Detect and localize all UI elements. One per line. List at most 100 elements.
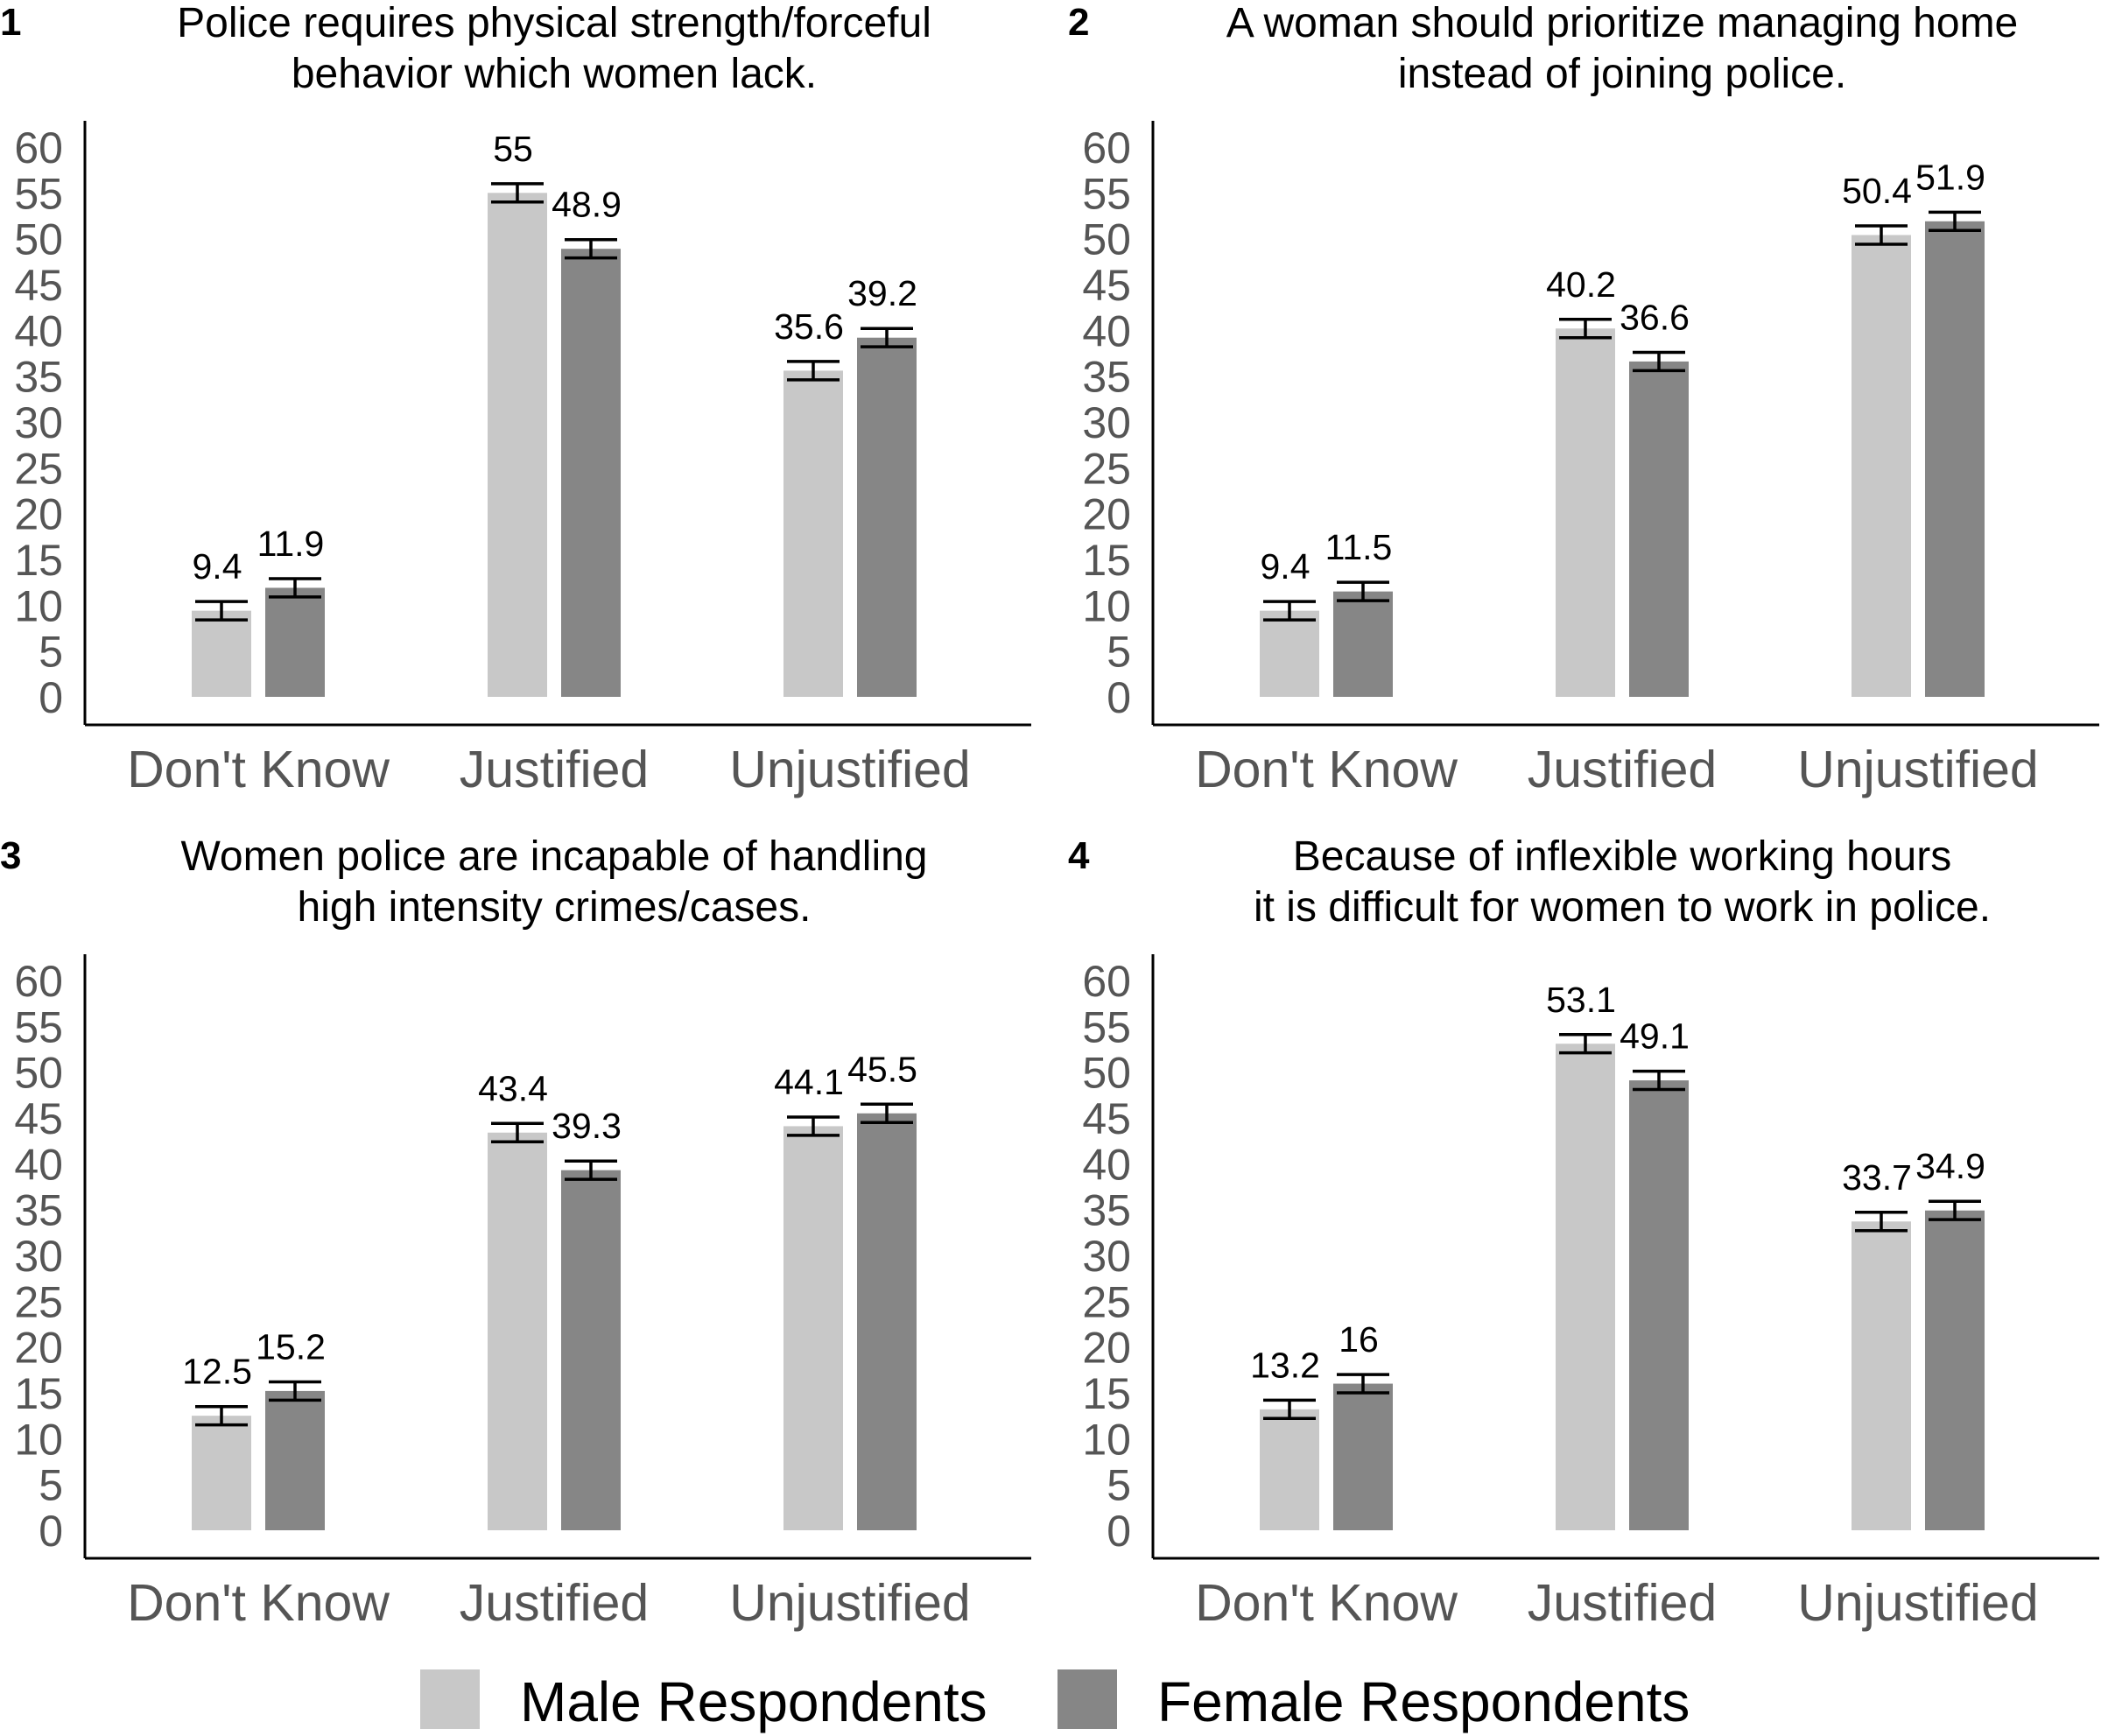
y-tick-label: 10 bbox=[1082, 1415, 1131, 1464]
error-bar bbox=[565, 1159, 617, 1181]
y-tick-label: 60 bbox=[1082, 957, 1131, 1006]
y-tick-label: 55 bbox=[1082, 1002, 1131, 1051]
y-tick-label: 45 bbox=[14, 1094, 63, 1143]
chart-panel-3: 3 Women police are incapable of handlingh… bbox=[0, 833, 1031, 1632]
y-tick-label: 35 bbox=[1082, 353, 1131, 402]
y-tick-label: 35 bbox=[14, 353, 63, 402]
y-tick-label: 5 bbox=[1107, 1461, 1131, 1510]
y-tick-label: 45 bbox=[1082, 261, 1131, 310]
data-label-female: 39.2 bbox=[847, 273, 917, 313]
legend-swatch-female bbox=[1058, 1669, 1117, 1729]
bar-male bbox=[1852, 235, 1911, 698]
y-tick-label: 55 bbox=[14, 169, 63, 218]
error-bar bbox=[1337, 1373, 1389, 1395]
y-tick-label: 30 bbox=[14, 1232, 63, 1281]
legend-swatch-male bbox=[420, 1669, 480, 1729]
y-tick-label: 25 bbox=[1082, 444, 1131, 493]
bar-male bbox=[783, 1126, 843, 1530]
error-bar bbox=[861, 327, 913, 348]
data-label-male: 33.7 bbox=[1842, 1157, 1912, 1198]
error-bar bbox=[269, 577, 321, 599]
panel-title-line: behavior which women lack. bbox=[292, 51, 817, 97]
y-tick-label: 20 bbox=[14, 490, 63, 539]
bar-male bbox=[488, 193, 547, 698]
bar-female bbox=[857, 1113, 917, 1530]
panel-title-line: high intensity crimes/cases. bbox=[298, 884, 812, 931]
y-tick-label: 15 bbox=[1082, 1369, 1131, 1418]
y-tick-label: 25 bbox=[1082, 1277, 1131, 1326]
y-tick-label: 40 bbox=[14, 306, 63, 355]
x-tick-label: Unjustified bbox=[729, 741, 970, 798]
panel-title-line: it is difficult for women to work in pol… bbox=[1254, 884, 1991, 931]
panel-title-line: Women police are incapable of handling bbox=[180, 833, 927, 880]
x-tick-label: Unjustified bbox=[729, 1574, 970, 1632]
y-tick-label: 5 bbox=[39, 1461, 63, 1510]
bar-male bbox=[1260, 610, 1319, 697]
panel-number: 2 bbox=[1068, 1, 1089, 44]
x-tick-label: Justified bbox=[1528, 1574, 1717, 1632]
y-tick-label: 5 bbox=[39, 628, 63, 677]
data-label-male: 9.4 bbox=[1261, 546, 1310, 587]
panel-number: 4 bbox=[1068, 834, 1090, 877]
y-tick-label: 55 bbox=[1082, 169, 1131, 218]
bar-female bbox=[1629, 361, 1689, 697]
y-tick-label: 0 bbox=[1107, 673, 1131, 722]
y-tick-label: 10 bbox=[1082, 581, 1131, 630]
legend-label-male: Male Respondents bbox=[520, 1670, 987, 1733]
y-tick-label: 60 bbox=[14, 957, 63, 1006]
error-bar bbox=[565, 237, 617, 260]
error-bar bbox=[195, 1404, 248, 1427]
error-bar bbox=[787, 1115, 840, 1137]
data-label-male: 50.4 bbox=[1842, 171, 1912, 211]
y-tick-label: 30 bbox=[1082, 1232, 1131, 1281]
bar-male bbox=[1556, 328, 1615, 697]
y-tick-label: 40 bbox=[1082, 306, 1131, 355]
y-tick-label: 10 bbox=[14, 581, 63, 630]
y-tick-label: 35 bbox=[1082, 1186, 1131, 1235]
bar-male bbox=[192, 610, 251, 697]
y-tick-label: 30 bbox=[1082, 398, 1131, 447]
panel-title-line: Because of inflexible working hours bbox=[1293, 833, 1951, 880]
x-tick-label: Justified bbox=[1528, 741, 1717, 798]
data-label-male: 40.2 bbox=[1546, 264, 1616, 305]
bar-female bbox=[1333, 1383, 1393, 1530]
y-tick-label: 50 bbox=[14, 1049, 63, 1098]
y-tick-label: 0 bbox=[1107, 1507, 1131, 1556]
bar-male bbox=[192, 1416, 251, 1530]
bar-male bbox=[1260, 1409, 1319, 1530]
bar-male bbox=[488, 1132, 547, 1530]
y-tick-label: 60 bbox=[1082, 123, 1131, 172]
bar-female bbox=[561, 249, 621, 697]
y-tick-label: 15 bbox=[14, 536, 63, 585]
y-tick-label: 20 bbox=[1082, 1324, 1131, 1373]
y-tick-label: 20 bbox=[14, 1324, 63, 1373]
bar-female bbox=[265, 1390, 325, 1530]
data-label-female: 11.9 bbox=[257, 524, 325, 564]
panel-number: 3 bbox=[0, 834, 21, 877]
bar-male bbox=[783, 370, 843, 697]
panel-title-line: instead of joining police. bbox=[1398, 51, 1846, 97]
chart-panel-2: 2 A woman should prioritize managing home… bbox=[1068, 0, 2099, 798]
panel-title-line: Police requires physical strength/forcef… bbox=[177, 0, 931, 46]
error-bar bbox=[1633, 1069, 1685, 1092]
bar-female bbox=[857, 337, 917, 697]
x-tick-label: Don't Know bbox=[127, 1574, 390, 1632]
y-tick-label: 0 bbox=[39, 673, 63, 722]
data-label-female: 51.9 bbox=[1915, 157, 1985, 197]
bar-female bbox=[1925, 1210, 1985, 1530]
data-label-male: 43.4 bbox=[478, 1068, 548, 1108]
y-tick-label: 45 bbox=[14, 261, 63, 310]
error-bar bbox=[787, 360, 840, 382]
bar-male bbox=[1852, 1221, 1911, 1530]
y-tick-label: 50 bbox=[14, 215, 63, 264]
error-bar bbox=[269, 1380, 321, 1402]
data-label-female: 11.5 bbox=[1325, 527, 1393, 567]
panel-title-line: A woman should prioritize managing home bbox=[1226, 0, 2019, 46]
bar-female bbox=[1629, 1080, 1689, 1530]
y-tick-label: 15 bbox=[1082, 536, 1131, 585]
y-tick-label: 60 bbox=[14, 123, 63, 172]
error-bar bbox=[1337, 580, 1389, 602]
error-bar bbox=[861, 1102, 913, 1124]
y-tick-label: 55 bbox=[14, 1002, 63, 1051]
